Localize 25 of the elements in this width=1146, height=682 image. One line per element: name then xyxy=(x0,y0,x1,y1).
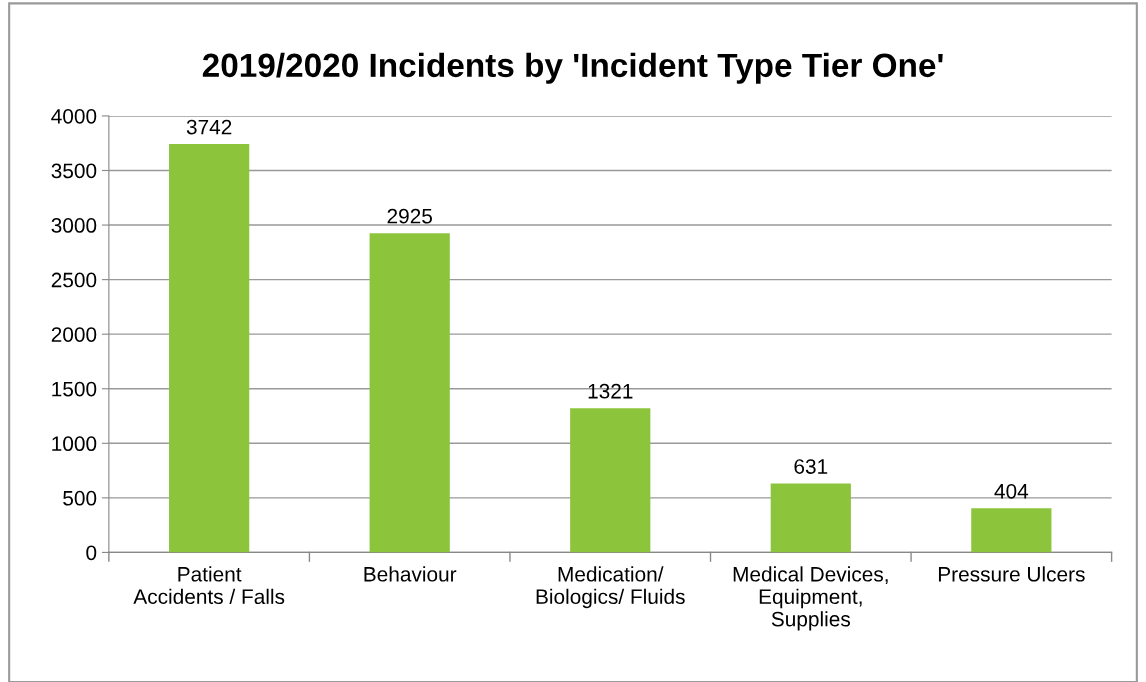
bar xyxy=(369,233,450,553)
data-label: 1321 xyxy=(588,383,633,399)
data-label: 3742 xyxy=(186,119,232,135)
y-tick-label: 2000 xyxy=(51,327,97,342)
x-tick-label: Medication/ Biologics/ Fluids xyxy=(536,566,685,609)
y-tick-label: 0 xyxy=(86,545,97,561)
data-label: 631 xyxy=(794,459,828,474)
y-tick-label: 3000 xyxy=(51,218,97,233)
y-tick-label: 4000 xyxy=(51,108,97,124)
y-tick-label: 3500 xyxy=(51,163,97,179)
x-tick-label: Behaviour xyxy=(364,566,457,582)
x-tick-label: Medical Devices, Equipment, Supplies xyxy=(733,566,888,631)
chart-title: 2019/2020 Incidents by 'Incident Type Tier One' xyxy=(202,52,943,84)
y-tick-label: 1500 xyxy=(52,381,97,397)
x-tick-label: Patient Accidents / Falls xyxy=(133,566,285,605)
y-tick-label: 500 xyxy=(63,490,97,506)
data-label: 404 xyxy=(994,483,1029,499)
bar xyxy=(971,508,1052,553)
bar xyxy=(169,144,250,553)
bar xyxy=(570,408,651,553)
data-label: 2925 xyxy=(387,208,432,224)
y-tick-label: 2500 xyxy=(51,272,97,288)
x-tick-label: Pressure Ulcers xyxy=(938,566,1085,582)
bar xyxy=(770,483,851,553)
y-tick-label: 1000 xyxy=(52,436,97,452)
